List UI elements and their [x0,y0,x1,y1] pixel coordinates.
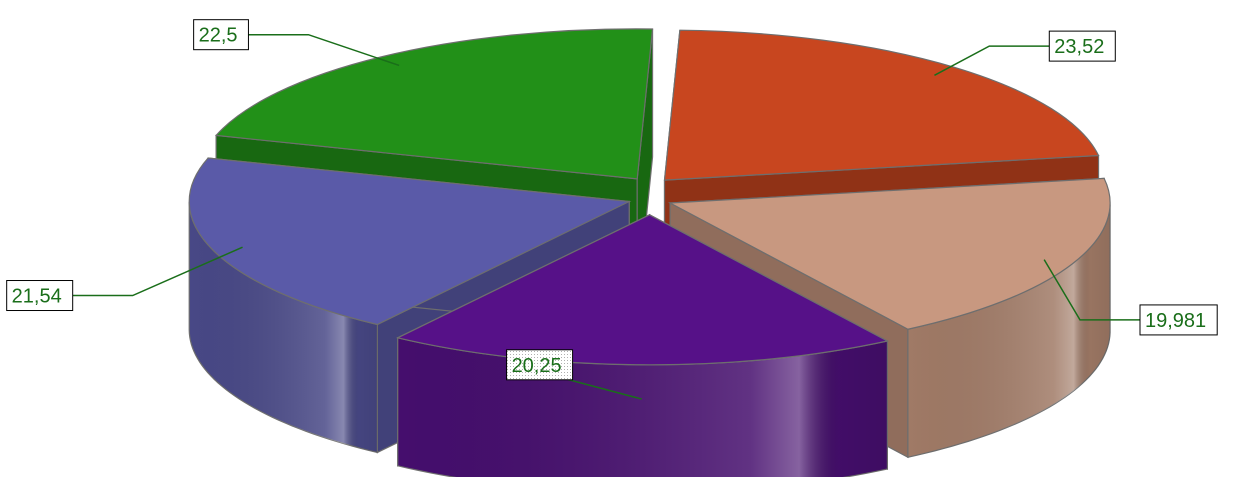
leader-line [934,45,1050,76]
data-label: 22,5 [193,19,400,67]
slice-top-face [395,214,890,366]
data-label: 19,981 [1043,259,1218,336]
data-label: 23,52 [934,30,1116,76]
data-label-text: 19,981 [1145,310,1206,332]
slice-top-face [214,28,654,180]
slice-top-face [188,157,632,326]
data-label: 20,25 [506,349,642,400]
data-label-box [1048,30,1116,62]
data-label-text: 20,25 [512,355,562,377]
slice-wall-sheen [189,202,378,453]
data-label-text: 23,52 [1054,36,1104,58]
data-label-box [1139,304,1218,336]
slice-wall-sheen [907,204,1111,458]
slice-top-face [663,29,1100,181]
pie-slices [188,28,1111,477]
data-label-text: 21,54 [12,286,62,308]
data-label-box [506,349,574,381]
slice-top-face [667,177,1111,330]
data-label-box [193,19,249,51]
data-labels: 23,52 19,981 20,25 21,54 22,5 [6,19,1218,400]
leader-line [1043,259,1140,321]
data-label-text: 22,5 [199,25,238,47]
data-label-box [6,280,74,312]
leader-line [248,33,400,67]
data-label: 21,54 [6,246,243,312]
leader-line [72,246,243,297]
